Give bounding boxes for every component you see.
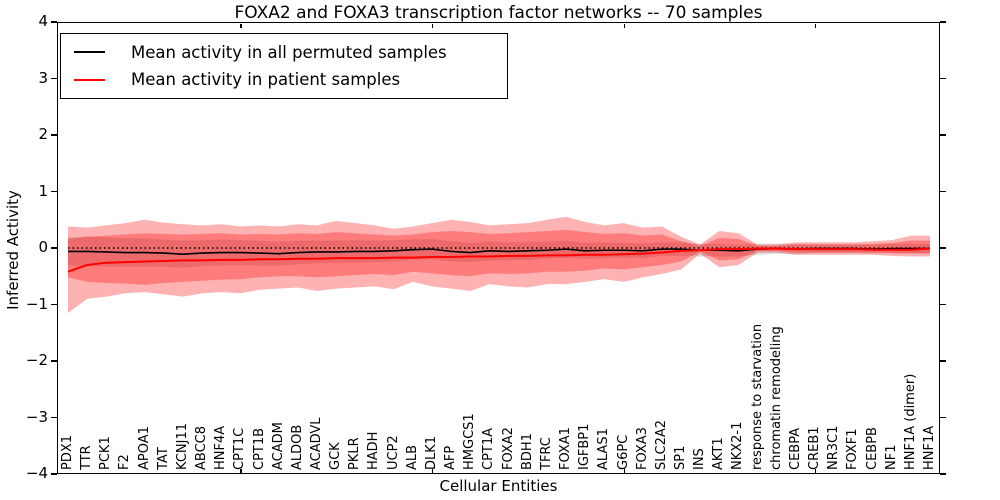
x-category-label: CREB1 xyxy=(807,426,823,470)
x-category-label: HNF4A xyxy=(213,425,229,470)
x-category-label: BDH1 xyxy=(519,433,535,470)
y-tick-mark-right xyxy=(940,303,946,306)
x-category-label: KCNJ11 xyxy=(174,423,190,470)
y-tick-mark-left xyxy=(50,416,57,419)
x-category-label: FOXA3 xyxy=(634,427,650,470)
y-tick-mark-right xyxy=(940,77,946,80)
x-category-label: HADH xyxy=(366,431,382,470)
x-category-label: HNF1A (dimer) xyxy=(902,373,918,470)
y-tick-mark-left xyxy=(50,247,57,249)
y-tick-mark-left xyxy=(50,303,57,306)
x-tick-mark-top xyxy=(623,23,625,28)
x-category-label: ALB xyxy=(404,444,420,470)
x-axis-label: Cellular Entities xyxy=(439,477,558,495)
x-category-label: GCK xyxy=(328,442,344,470)
y-tick-mark-left xyxy=(50,77,57,80)
legend-item-patient: Mean activity in patient samples xyxy=(61,70,507,89)
y-tick-mark-left xyxy=(50,360,57,362)
x-category-label: IGFBP1 xyxy=(577,423,593,470)
x-category-label: CPT1B xyxy=(251,427,267,470)
y-tick-mark-right xyxy=(940,134,946,136)
x-tick-mark-top xyxy=(240,23,242,28)
x-category-label: AFP xyxy=(443,445,459,470)
y-tick-label: 4 xyxy=(38,12,48,30)
y-tick-mark-right xyxy=(940,473,946,475)
y-tick-label: −1 xyxy=(25,294,48,313)
x-category-label: PDX1 xyxy=(60,434,75,470)
x-category-label: NF1 xyxy=(883,444,899,470)
x-category-label: TAT xyxy=(155,447,171,470)
x-category-label: ABCC8 xyxy=(194,425,210,470)
legend-label: Mean activity in all permuted samples xyxy=(131,42,447,62)
x-category-label: CPT1C xyxy=(232,427,248,470)
x-category-label: CEBPB xyxy=(864,427,880,470)
x-category-label: G6PC xyxy=(615,434,631,470)
y-tick-label: 0 xyxy=(38,238,48,256)
x-category-label: FOXF1 xyxy=(845,428,861,470)
y-tick-label: −3 xyxy=(25,407,48,426)
x-category-label: ACADVL xyxy=(309,417,325,470)
x-category-label: chromatin remodeling xyxy=(768,326,784,470)
x-category-label: AKT1 xyxy=(711,437,727,470)
x-category-label: TFRC xyxy=(538,437,554,470)
legend-line-sample-patient xyxy=(74,78,105,81)
x-category-label: ALDOB xyxy=(289,424,305,470)
x-category-label: UCP2 xyxy=(385,435,401,470)
patient-mean-line xyxy=(67,247,931,273)
x-category-label: ALAS1 xyxy=(596,428,612,470)
x-category-label: DLK1 xyxy=(423,435,439,470)
x-category-label: NR3C1 xyxy=(826,425,842,470)
x-category-label: TTR xyxy=(79,445,95,470)
plot-canvas xyxy=(67,216,931,313)
x-category-label: PKLR xyxy=(347,437,363,470)
chart-title: FOXA2 and FOXA3 transcription factor net… xyxy=(234,3,763,23)
x-category-label: FOXA1 xyxy=(558,427,574,470)
x-category-label: FOXA2 xyxy=(500,427,516,470)
patient-outer-band xyxy=(68,216,931,313)
x-category-label: PCK1 xyxy=(98,436,114,470)
y-tick-mark-right xyxy=(940,247,946,249)
y-tick-mark-left xyxy=(50,21,57,23)
x-category-label: SP1 xyxy=(672,445,688,470)
x-tick-mark-bottom xyxy=(815,468,817,473)
y-tick-mark-left xyxy=(50,190,57,193)
x-tick-mark-top xyxy=(431,23,434,28)
y-tick-label: 1 xyxy=(38,181,48,200)
patient-inner-band xyxy=(68,229,931,285)
y-tick-mark-left xyxy=(50,473,57,475)
legend: Mean activity in all permuted samples Me… xyxy=(60,33,508,99)
legend-item-permuted: Mean activity in all permuted samples xyxy=(61,43,507,62)
y-tick-label: 2 xyxy=(38,125,48,143)
y-tick-mark-right xyxy=(940,21,946,23)
y-tick-label: −4 xyxy=(25,464,48,482)
legend-line-sample-permuted xyxy=(74,51,105,54)
x-tick-mark-bottom xyxy=(623,468,625,473)
x-category-label: APOA1 xyxy=(136,426,152,470)
x-tick-mark-top xyxy=(815,23,817,28)
x-category-label: F2 xyxy=(117,454,133,470)
y-tick-mark-right xyxy=(940,360,946,362)
x-category-label: NKX2-1 xyxy=(730,421,746,470)
x-category-label: HMGCS1 xyxy=(462,413,478,470)
x-tick-mark-bottom xyxy=(240,468,242,473)
x-tick-mark-bottom xyxy=(431,468,434,473)
y-tick-mark-left xyxy=(50,134,57,136)
x-category-label: INS xyxy=(692,448,708,470)
x-category-label: CPT1A xyxy=(481,427,497,470)
plot-frame xyxy=(57,22,940,474)
y-tick-label: −2 xyxy=(25,351,48,369)
x-category-label: CEBPA xyxy=(787,427,803,470)
y-tick-label: 3 xyxy=(38,68,48,87)
y-tick-mark-right xyxy=(940,416,946,419)
legend-label: Mean activity in patient samples xyxy=(131,70,401,90)
x-category-label: ACADM xyxy=(270,422,286,470)
x-category-label: HNF1A xyxy=(922,425,937,470)
x-category-label: SLC2A2 xyxy=(653,419,669,470)
y-tick-mark-right xyxy=(940,190,946,193)
x-category-label: response to starvation xyxy=(749,323,765,470)
